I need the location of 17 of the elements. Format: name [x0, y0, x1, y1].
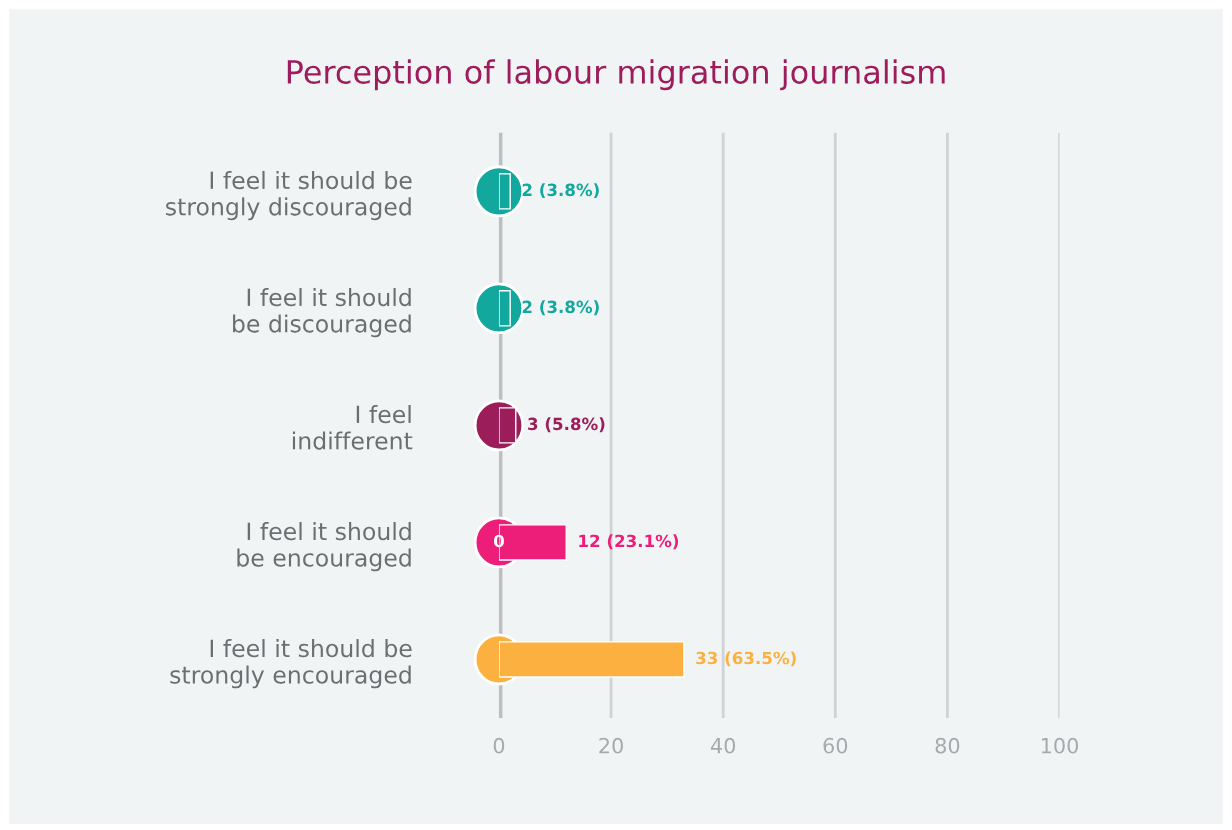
- data-label: 12 (23.1%): [579, 534, 679, 550]
- y-tick-label: I feel it should be strongly discouraged: [166, 170, 412, 221]
- y-tick-label: I feel it should be strongly encouraged: [170, 639, 412, 689]
- y-tick-label: I feel indifferent: [292, 404, 413, 450]
- data-label: 33 (63.5%): [696, 651, 796, 667]
- data-label: 2 (3.8%): [522, 300, 599, 316]
- x-tick-label: 60: [823, 737, 848, 754]
- data-label: 2 (3.8%): [522, 183, 599, 199]
- x-tick-label: 0: [493, 737, 505, 754]
- x-tick-label: 100: [1041, 737, 1079, 754]
- y-tick-label: I feel it should be encouraged: [237, 522, 411, 572]
- x-tick-label: 40: [710, 737, 736, 754]
- y-tick-label: I feel it should be discouraged: [233, 287, 411, 338]
- data-label: 3 (5.8%): [528, 417, 605, 433]
- x-tick-label: 80: [935, 737, 960, 754]
- chart-title: Perception of labour migration journalism: [287, 59, 945, 91]
- x-tick-label: 20: [599, 737, 623, 754]
